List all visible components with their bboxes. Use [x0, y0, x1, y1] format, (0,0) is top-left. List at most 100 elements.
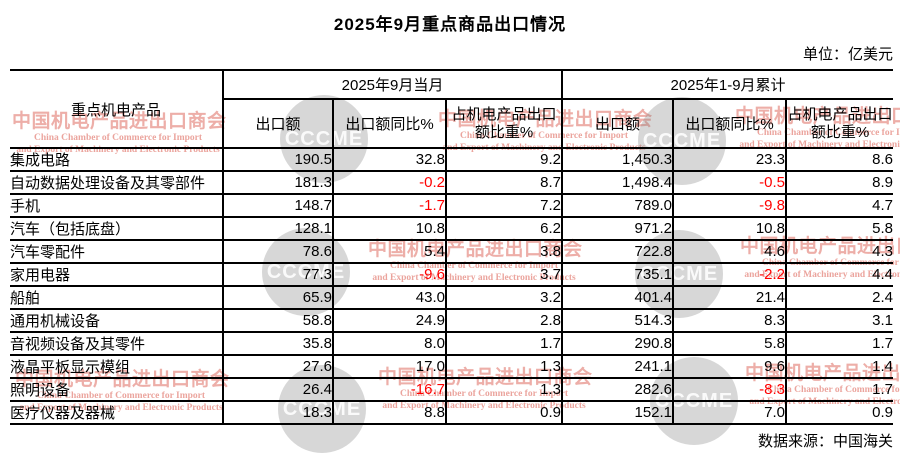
data-source-label: 数据来源：中国海关: [757, 433, 893, 450]
table-row: 液晶平板显示模组 27.6 17.0 1.3 241.1 9.6 1.4: [10, 355, 894, 379]
table-group-header-row: 重点机电产品 2025年9月当月 2025年1-9月累计: [10, 70, 894, 149]
c-yoy-cell: 10.8: [672, 217, 787, 241]
m-share-cell: 7.2: [444, 194, 563, 218]
c-export-cell: 152.1: [561, 401, 674, 425]
table-row: 船舶 65.9 43.0 3.2 401.4 21.4 2.4: [10, 286, 894, 310]
m-export-cell: 35.8: [222, 332, 333, 356]
m-export-cell: 65.9: [222, 286, 333, 310]
product-name-cell: 照明设备: [10, 378, 223, 402]
page-title: 2025年9月重点商品出口情况: [333, 15, 567, 34]
c-share-cell: 4.3: [785, 240, 894, 264]
column-group-september: 2025年9月当月: [221, 70, 563, 100]
c-yoy-cell: 5.8: [672, 332, 787, 356]
m-yoy-cell: -9.6: [332, 263, 446, 287]
table-row: 音视频设备及其零件 35.8 8.0 1.7 290.8 5.8 1.7: [10, 332, 894, 356]
product-name-cell: 医疗仪器及器械: [10, 401, 223, 425]
c-export-cell: 282.6: [561, 378, 674, 402]
m-yoy-cell: 43.0: [332, 286, 446, 310]
c-share-cell: 1.4: [785, 355, 894, 379]
column-group-cumulative: 2025年1-9月累计: [561, 70, 894, 100]
c-yoy-cell: 7.0: [672, 401, 787, 425]
m-share-cell: 8.7: [444, 171, 563, 195]
m-yoy-cell: 10.8: [332, 217, 446, 241]
product-name-cell: 汽车零配件: [10, 240, 223, 264]
column-header-m-yoy: 出口额同比%: [332, 99, 446, 149]
product-name-cell: 液晶平板显示模组: [10, 355, 223, 379]
c-yoy-cell: 4.6: [672, 240, 787, 264]
m-yoy-cell: 5.4: [332, 240, 446, 264]
m-share-cell: 0.9: [444, 401, 563, 425]
c-export-cell: 1,450.3: [561, 148, 674, 172]
m-yoy-cell: 8.0: [332, 332, 446, 356]
c-export-cell: 971.2: [561, 217, 674, 241]
c-yoy-cell: 9.6: [672, 355, 787, 379]
product-name-cell: 音视频设备及其零件: [10, 332, 223, 356]
product-name-cell: 通用机械设备: [10, 309, 223, 333]
c-export-cell: 789.0: [561, 194, 674, 218]
c-share-cell: 4.7: [785, 194, 894, 218]
c-yoy-cell: 21.4: [672, 286, 787, 310]
c-share-cell: 8.9: [785, 171, 894, 195]
m-yoy-cell: 32.8: [332, 148, 446, 172]
c-export-cell: 401.4: [561, 286, 674, 310]
column-header-c-yoy: 出口额同比%: [672, 99, 787, 149]
m-share-cell: 3.8: [444, 240, 563, 264]
product-name-cell: 手机: [10, 194, 223, 218]
table-row: 自动数据处理设备及其零部件 181.3 -0.2 8.7 1,498.4 -0.5 8.9: [10, 171, 894, 195]
column-header-c-share: 占机电产品出口额比重%: [785, 99, 894, 149]
m-yoy-cell: 24.9: [332, 309, 446, 333]
table-row: 家用电器 77.3 -9.6 3.7 735.1 -2.2 4.4: [10, 263, 894, 287]
table-row: 通用机械设备 58.8 24.9 2.8 514.3 8.3 3.1: [10, 309, 894, 333]
column-header-product: 重点机电产品: [10, 70, 223, 149]
m-export-cell: 26.4: [222, 378, 333, 402]
c-share-cell: 0.9: [785, 401, 894, 425]
table-subheader-row: 出口额 出口额同比% 占机电产品出口额比重% 出口额 出口额同比% 占机电产品出…: [10, 99, 894, 149]
m-share-cell: 3.2: [444, 286, 563, 310]
table-row: 照明设备 26.4 -16.7 1.3 282.6 -8.3 1.7: [10, 378, 894, 402]
m-yoy-cell: -0.2: [332, 171, 446, 195]
m-share-cell: 1.3: [444, 378, 563, 402]
m-export-cell: 18.3: [222, 401, 333, 425]
c-export-cell: 241.1: [561, 355, 674, 379]
table-row: 手机 148.7 -1.7 7.2 789.0 -9.8 4.7: [10, 194, 894, 218]
product-name-cell: 集成电路: [10, 148, 223, 172]
product-name-cell: 汽车（包括底盘）: [10, 217, 223, 241]
c-export-cell: 290.8: [561, 332, 674, 356]
m-export-cell: 77.3: [222, 263, 333, 287]
m-export-cell: 27.6: [222, 355, 333, 379]
c-share-cell: 4.4: [785, 263, 894, 287]
m-share-cell: 1.7: [444, 332, 563, 356]
m-share-cell: 1.3: [444, 355, 563, 379]
c-share-cell: 8.6: [785, 148, 894, 172]
table-row: 集成电路 190.5 32.8 9.2 1,450.3 23.3 8.6: [10, 148, 894, 172]
m-share-cell: 6.2: [444, 217, 563, 241]
unit-label: 单位：亿美元: [802, 46, 893, 63]
column-header-c-export: 出口额: [561, 99, 674, 149]
c-yoy-cell: -2.2: [672, 263, 787, 287]
m-share-cell: 2.8: [444, 309, 563, 333]
m-yoy-cell: 8.8: [332, 401, 446, 425]
c-share-cell: 2.4: [785, 286, 894, 310]
m-yoy-cell: 17.0: [332, 355, 446, 379]
m-share-cell: 3.7: [444, 263, 563, 287]
c-yoy-cell: -8.3: [672, 378, 787, 402]
column-header-m-export: 出口额: [222, 99, 333, 149]
c-share-cell: 1.7: [785, 332, 894, 356]
m-export-cell: 58.8: [222, 309, 333, 333]
m-yoy-cell: -1.7: [332, 194, 446, 218]
c-share-cell: 3.1: [785, 309, 894, 333]
table-row: 汽车零配件 78.6 5.4 3.8 722.8 4.6 4.3: [10, 240, 894, 264]
m-export-cell: 148.7: [222, 194, 333, 218]
m-share-cell: 9.2: [444, 148, 563, 172]
c-export-cell: 514.3: [561, 309, 674, 333]
m-export-cell: 190.5: [222, 148, 333, 172]
column-header-m-share: 占机电产品出口额比重%: [444, 99, 563, 149]
c-export-cell: 722.8: [561, 240, 674, 264]
table-row: 汽车（包括底盘） 128.1 10.8 6.2 971.2 10.8 5.8: [10, 217, 894, 241]
c-share-cell: 5.8: [785, 217, 894, 241]
m-export-cell: 128.1: [222, 217, 333, 241]
c-share-cell: 1.7: [785, 378, 894, 402]
m-export-cell: 181.3: [222, 171, 333, 195]
table-row: 医疗仪器及器械 18.3 8.8 0.9 152.1 7.0 0.9: [10, 401, 894, 425]
m-export-cell: 78.6: [222, 240, 333, 264]
